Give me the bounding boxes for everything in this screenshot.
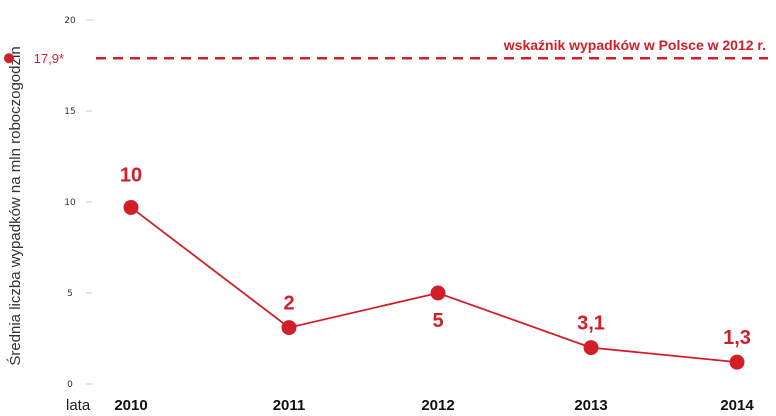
- y-tick-label: 10: [64, 198, 76, 208]
- y-tick-label: 5: [67, 289, 73, 299]
- gridlines: [86, 19, 94, 385]
- x-tick-label: 2013: [574, 397, 607, 414]
- data-label: 3,1: [577, 313, 605, 335]
- reference-value-label: 17,9*: [34, 51, 64, 66]
- reference-line-group: 17,9* wskaźnik wypadków w Polsce w 2012 …: [4, 37, 768, 66]
- x-axis-ticks: 2010 2011 2012 2013 2014: [114, 397, 754, 414]
- data-label: 1,3: [723, 327, 751, 349]
- data-point: [729, 354, 745, 370]
- y-tick-label: 20: [64, 16, 76, 26]
- x-tick-label: 2010: [114, 397, 147, 414]
- x-tick-label: 2011: [273, 397, 306, 414]
- reference-line-label: wskaźnik wypadków w Polsce w 2012 r.: [503, 37, 766, 53]
- y-tick-label: 0: [67, 380, 73, 390]
- data-point: [281, 320, 297, 336]
- x-tick-label: 2014: [720, 397, 754, 414]
- data-label: 2: [283, 293, 294, 315]
- data-point: [583, 340, 599, 356]
- series: 10 2 5 3,1 1,3: [120, 164, 751, 370]
- y-tick-label: 15: [64, 107, 75, 117]
- data-point: [123, 199, 139, 215]
- data-label: 10: [120, 164, 142, 186]
- x-axis-prefix-label: lata: [66, 397, 91, 414]
- x-tick-label: 2012: [421, 397, 454, 414]
- reference-marker: [4, 53, 14, 64]
- series-line: [130, 206, 738, 364]
- data-point: [430, 285, 446, 301]
- y-axis-ticks: 0 5 10 15 20: [64, 16, 76, 390]
- y-axis-label: Średnia liczba wypadków na mln roboczogo…: [6, 46, 24, 365]
- data-label: 5: [432, 310, 443, 332]
